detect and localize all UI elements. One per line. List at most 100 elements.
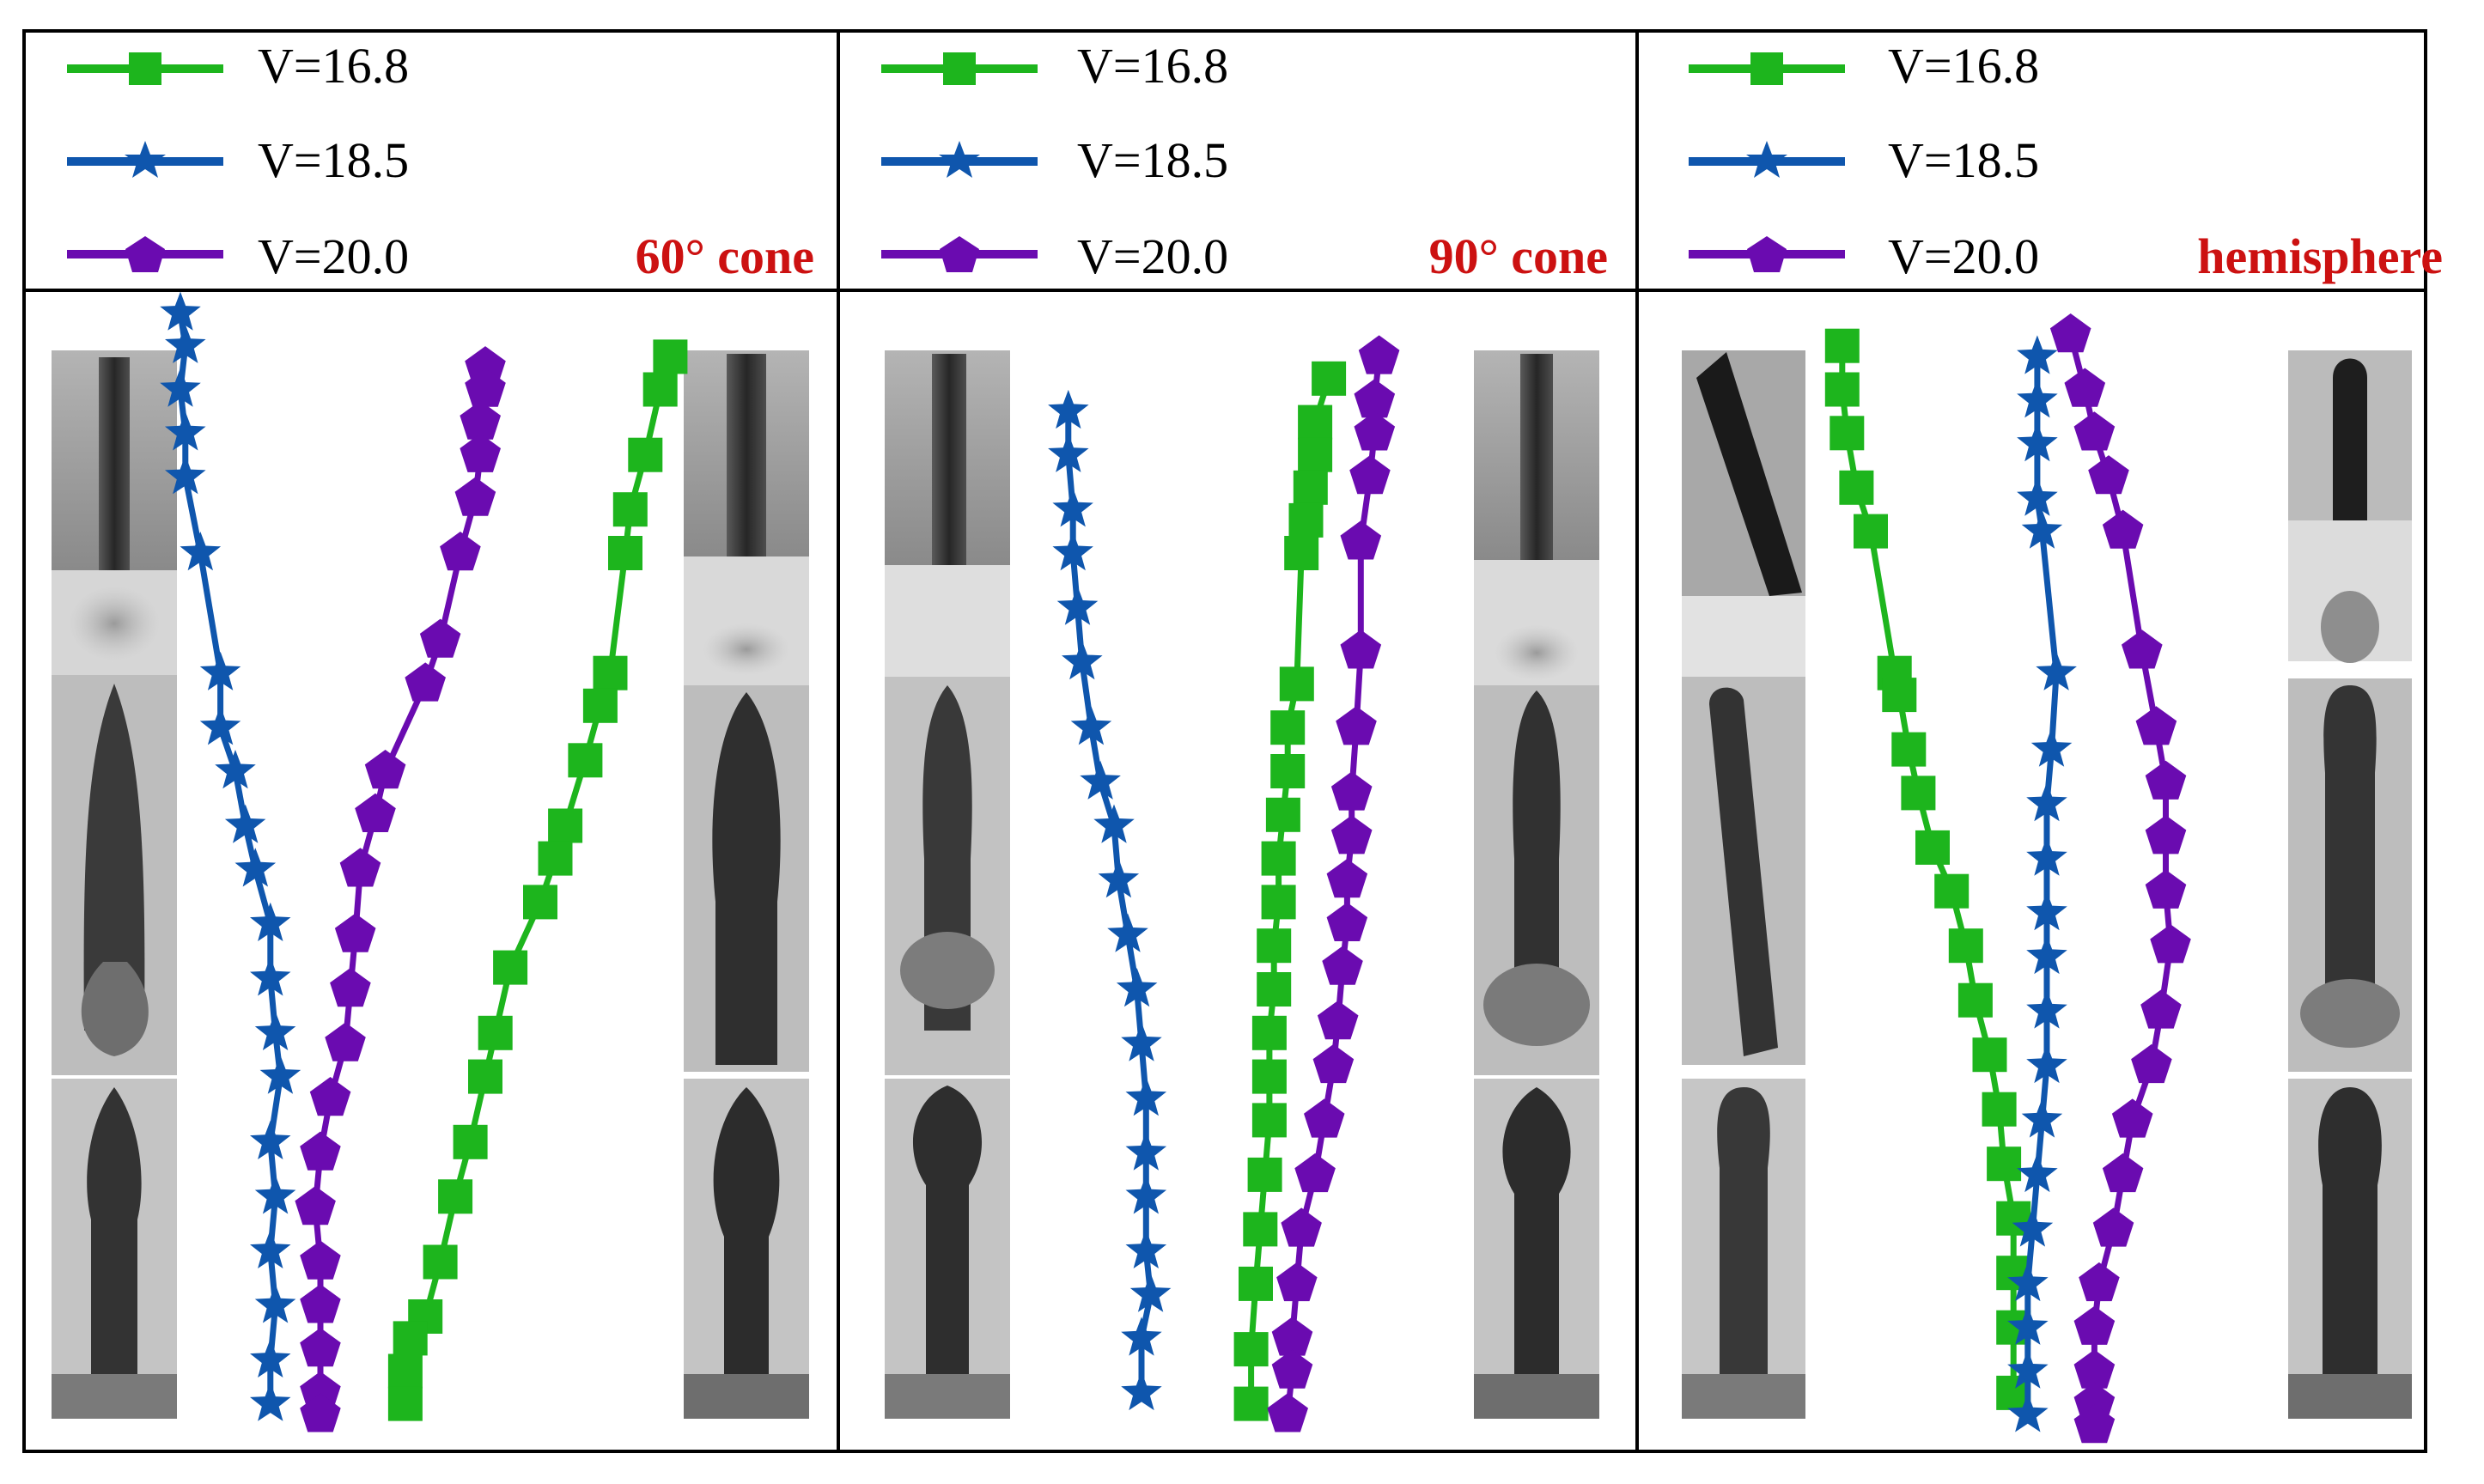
pentagon-marker [1317, 1000, 1359, 1040]
legend-label: V=16.8 [258, 38, 409, 94]
pentagon-marker [465, 368, 506, 407]
plot-area [160, 291, 688, 1432]
legend-square-marker [1750, 52, 1783, 85]
star-marker [1125, 1077, 1167, 1116]
square-marker [1854, 514, 1888, 549]
square-marker [453, 1124, 488, 1159]
star-marker [160, 291, 201, 331]
star-marker [2026, 836, 2067, 876]
legend-pentagon-marker [125, 236, 165, 272]
square-marker [1251, 1059, 1287, 1094]
square-marker [468, 1059, 502, 1094]
star-marker [2026, 1043, 2067, 1084]
star-marker [199, 651, 241, 690]
pentagon-marker [2102, 1153, 2144, 1193]
star-marker [2012, 1207, 2054, 1247]
photo-strip-left [1682, 350, 1805, 1419]
pentagon-marker [330, 968, 371, 1007]
star-marker [1048, 389, 1089, 429]
pentagon-marker [1358, 335, 1400, 374]
legend: V=16.8 V=18.5 V=20.0 60° cone [67, 38, 814, 284]
pentagon-marker [339, 848, 381, 887]
square-marker [1934, 873, 1970, 909]
pentagon-marker [1330, 771, 1373, 811]
star-marker [1052, 532, 1093, 571]
pentagon-marker [2145, 869, 2187, 909]
square-marker [1247, 1157, 1282, 1192]
star-marker [1121, 1371, 1162, 1411]
pentagon-marker [2088, 455, 2129, 495]
pentagon-marker [440, 532, 481, 571]
legend-label: V=18.5 [258, 132, 409, 188]
pentagon-marker [454, 477, 496, 516]
square-marker [1257, 928, 1292, 964]
legend-entry-blue: V=18.5 [881, 132, 1228, 188]
pentagon-marker [1349, 455, 1391, 495]
legend-entry-green: V=16.8 [67, 38, 409, 94]
pentagon-marker [2064, 368, 2106, 407]
square-marker [1312, 361, 1347, 396]
pentagon-marker [2073, 1349, 2116, 1389]
star-marker [1098, 859, 1140, 898]
square-marker [568, 743, 603, 778]
pentagon-marker [1340, 629, 1382, 669]
pentagon-marker [1312, 1043, 1355, 1084]
pentagon-marker [1340, 520, 1382, 560]
square-marker [1891, 732, 1927, 767]
star-marker [259, 1055, 301, 1094]
square-marker [1830, 416, 1865, 451]
pentagon-marker [300, 1371, 341, 1411]
square-marker [1987, 1146, 2022, 1182]
star-marker [2021, 509, 2063, 549]
star-marker [2026, 934, 2067, 975]
square-marker [1239, 1266, 1273, 1301]
pentagon-marker [1281, 1207, 1322, 1247]
star-marker [254, 1175, 296, 1214]
square-marker [642, 372, 678, 407]
star-marker [160, 368, 201, 407]
pentagon-marker [2073, 411, 2116, 451]
star-marker [250, 1382, 291, 1421]
square-marker [1261, 885, 1296, 920]
pentagon-marker [1354, 411, 1396, 451]
square-marker [387, 1386, 423, 1421]
star-marker [2007, 1262, 2049, 1302]
pentagon-marker [2092, 1207, 2134, 1247]
pentagon-marker [1304, 1098, 1345, 1138]
legend-entry-purple: V=20.0 [67, 228, 409, 284]
star-marker [180, 532, 222, 571]
square-marker [1957, 982, 1993, 1018]
star-marker [1056, 586, 1099, 625]
pentagon-marker [2122, 629, 2163, 669]
square-marker [1972, 1037, 2007, 1073]
square-marker [1982, 1092, 2017, 1127]
pentagon-marker [2131, 1043, 2172, 1084]
star-marker [165, 455, 206, 495]
pentagon-marker [334, 913, 376, 952]
star-marker [250, 1338, 291, 1378]
legend-pentagon-marker [1747, 236, 1787, 272]
pentagon-marker [1271, 1317, 1313, 1356]
star-marker [2017, 379, 2058, 418]
square-marker [1243, 1212, 1278, 1247]
legend-pentagon-marker [940, 236, 979, 272]
star-marker [2030, 727, 2073, 767]
plot-area [1048, 335, 1400, 1432]
photo-strip-right [1474, 350, 1599, 1419]
legend-star-marker [1746, 141, 1787, 178]
star-marker [2026, 891, 2067, 931]
square-marker [1251, 1103, 1287, 1138]
star-marker [215, 750, 256, 789]
legend-star-marker [125, 141, 166, 178]
star-marker [2007, 1349, 2049, 1389]
square-marker [1233, 1386, 1269, 1421]
star-marker [1125, 1131, 1167, 1171]
star-marker [254, 1284, 296, 1323]
star-marker [2017, 335, 2058, 374]
square-marker [478, 1015, 513, 1050]
square-marker [612, 492, 648, 527]
star-marker [250, 902, 291, 941]
square-marker [548, 808, 583, 843]
pentagon-marker [2073, 1382, 2116, 1421]
